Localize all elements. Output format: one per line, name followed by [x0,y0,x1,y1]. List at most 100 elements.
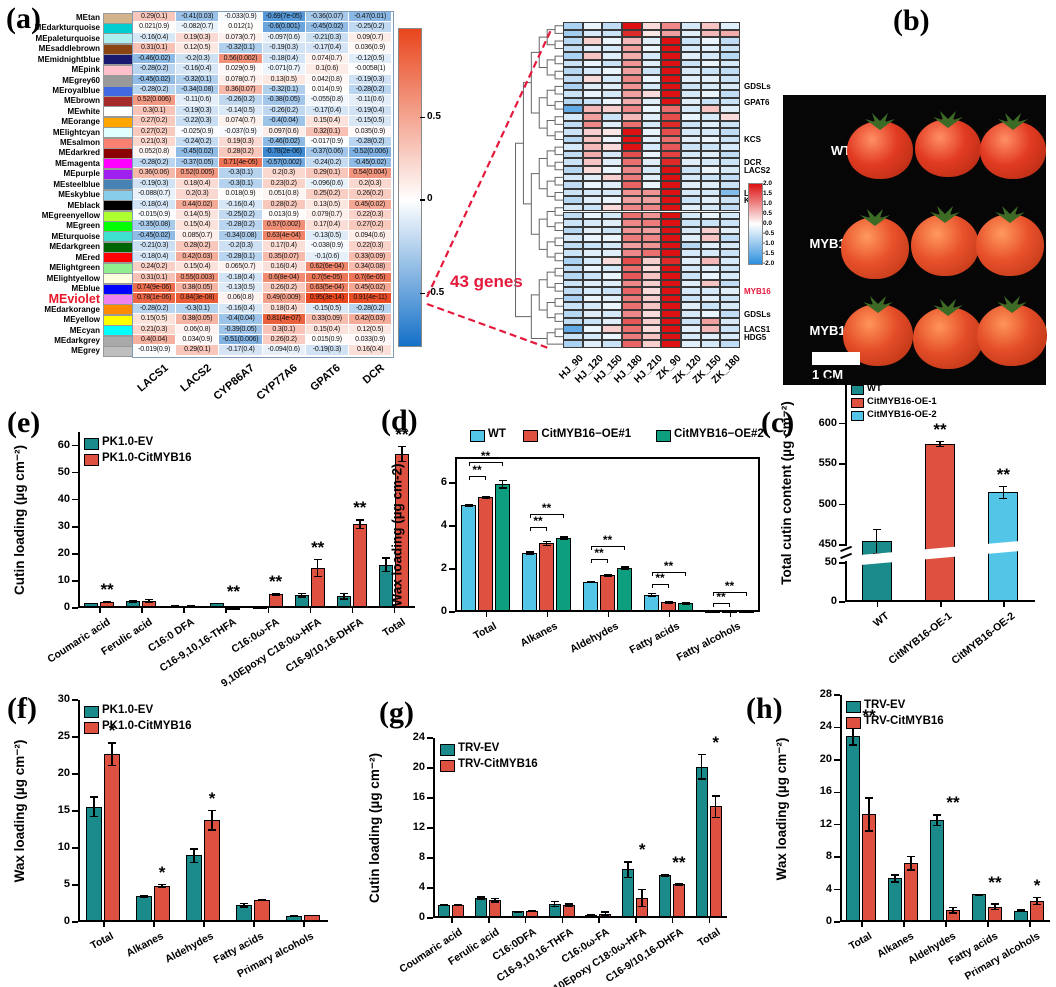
error-bar-cap [674,882,683,885]
heatmap-cell [700,22,721,30]
error-bar-cap [355,527,364,530]
correlation-cell: -0.34(0.08) [176,84,219,95]
tomato-sepal [997,296,1027,313]
heatmap-cell [661,22,681,30]
heatmap-colorbar-tick-label: -1.5 [763,249,775,257]
correlation-cell: -0.019(0.9) [133,345,176,355]
y-tick [72,736,78,738]
significance-star: ** [988,872,1002,892]
error-bar-cap [525,551,534,553]
heatmap-cell [602,264,622,273]
module-label: MEdarkred [58,148,100,158]
heatmap-cell [582,188,603,197]
module-color-swatch [103,273,133,285]
heatmap-cell [661,234,681,242]
x-tick [561,918,564,923]
heatmap-cell [622,105,642,113]
error-bar-cap [477,898,486,900]
heatmap-cell [681,234,701,242]
correlation-cell: -0.24(0.2) [305,157,348,168]
heatmap-cell [582,112,603,121]
correlation-cell: 0.2(0.3) [176,189,219,199]
heatmap-cell [602,188,622,197]
heatmap-cell [622,219,642,227]
module-label: MElightcyan [52,127,100,137]
correlation-cell: 0.042(0.8) [305,74,348,84]
y-tick-label: 30 [57,519,70,532]
module-color-swatch [103,221,133,233]
heatmap-cell [661,256,681,265]
error-bar [494,897,496,903]
x-category-label: Aldehydes [567,620,621,656]
error-bar-cap [542,544,551,547]
x-tick [485,612,487,617]
heatmap-cell [720,181,741,189]
heatmap-cell [641,279,662,288]
error-bar-cap [664,601,673,603]
y-tick-label: 20 [412,761,425,773]
correlation-cell: -0.19(0.3) [176,105,219,116]
heatmap-cell [681,82,701,91]
x-category-label: CitMYB16-OE-1 [886,610,955,667]
heatmap-cell [661,211,681,220]
correlation-cell: -0.18(0.4) [262,53,305,64]
gene-label: LACS1 [744,324,771,334]
y-tick-label: 16 [412,791,425,803]
plot-right-border [758,457,760,612]
heatmap-colorbar-tick-label: 2.0 [763,179,773,187]
y-tick-label: 0 [830,595,837,607]
y-axis [78,700,80,922]
y-tick [427,737,433,739]
heatmap-cell [563,120,583,129]
heatmap-cell [602,52,622,60]
error-bar [211,809,213,831]
heatmap-cell [622,256,642,265]
heatmap-cell [622,59,642,68]
error-bar [641,888,643,907]
module-label: MEgreenyellow [41,210,100,220]
legend-swatch [656,430,671,442]
heatmap-cell [720,150,741,159]
x-category-label: Total [846,930,874,953]
error-bar-cap [255,606,264,608]
heatmap-cell [582,128,603,136]
heatmap-cell [681,75,701,83]
heatmap-cell [563,340,583,348]
significance-bracket [712,591,747,596]
error-bar-cap [87,602,96,605]
error-bar [623,566,626,570]
y-tick [72,471,78,474]
correlation-cell: 0.81(4e-07) [262,314,305,324]
error-bar-cap [240,902,248,905]
legend-label: TRV-CitMYB16 [864,715,944,727]
correlation-cell: 0.36(0.07) [219,84,262,95]
bar [709,806,722,917]
correlation-cell: 0.52(0.006) [133,95,176,105]
colorbar-tick-label: 0.5 [427,110,441,122]
heatmap-cell [622,188,642,197]
significance-bracket [712,603,730,608]
bar [204,819,220,921]
heatmap-cell [641,181,662,189]
module-label: MElightyellow [46,273,100,283]
error-bar-cap [208,809,216,812]
bar [495,483,510,611]
y-axis [845,383,847,602]
tomato-image [915,111,981,177]
legend-swatch [470,430,485,442]
error-bar-cap [140,894,148,897]
x-tick [708,918,711,923]
heatmap-cell [602,22,622,30]
error-bar [316,558,319,577]
x-tick [393,608,396,613]
error-bar-cap [464,504,473,506]
heatmap-cell [622,22,642,30]
heatmap-cell [622,181,642,189]
tomato-row-label: WT [830,143,852,158]
heatmap-cell [641,302,662,311]
error-bar-cap [381,557,390,559]
heatmap-colorbar-tick-label: -0.5 [763,229,775,237]
legend-swatch [851,411,864,421]
correlation-cell: 0.12(0.5) [349,324,392,334]
heatmap-cell [700,135,721,144]
